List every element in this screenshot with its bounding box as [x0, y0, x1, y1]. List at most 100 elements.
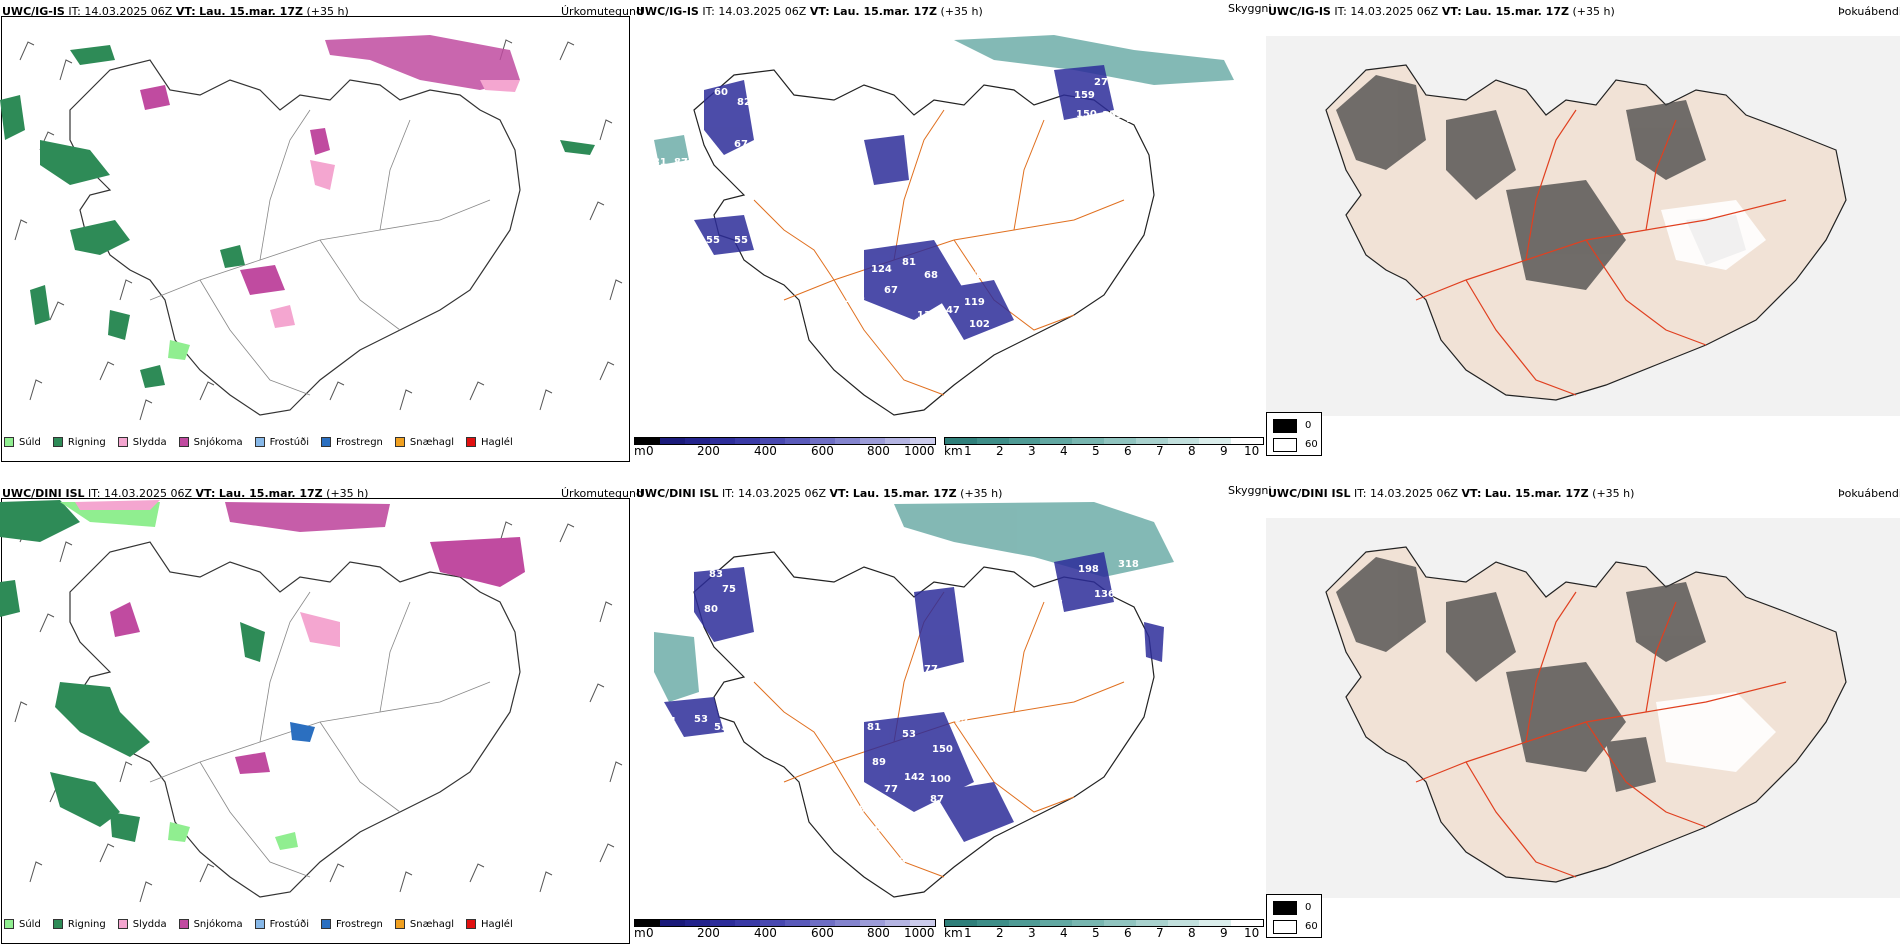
cbar-segment — [835, 438, 860, 444]
cbar-tick: 400 — [754, 444, 777, 458]
vis-label: 67 — [884, 317, 898, 328]
legend-item: Rigning — [52, 919, 106, 930]
visibility-panel: UWC/DINI ISL IT: 14.03.2025 06Z VT: Lau.… — [634, 482, 1271, 952]
legend-item: Slydda — [117, 919, 167, 930]
legend-item: Frostregn — [321, 437, 383, 448]
cbar-tick: 1 — [964, 444, 972, 458]
panel-title: UWC/DINI ISL IT: 14.03.2025 06Z VT: Lau.… — [636, 487, 1002, 500]
vis-label: 131 — [1126, 114, 1147, 125]
vis-label: 77 — [884, 784, 898, 795]
vis-label: 131 — [646, 157, 667, 168]
legend-label: Frostúði — [269, 436, 309, 448]
cbar-tick: 4 — [1060, 926, 1068, 940]
legend-swatch — [117, 919, 128, 929]
cbar-segment — [1135, 920, 1168, 926]
cbar-segment — [660, 438, 685, 444]
vis-label: 67 — [884, 285, 898, 296]
legend-label: Frostregn — [336, 436, 383, 448]
precip-type-panel: UWC/IG-IS IT: 14.03.2025 06Z VT: Lau. 15… — [0, 0, 643, 470]
visibility-map: 60 82 67 131 87 38 32 55 55 82 49 124 81… — [646, 35, 1234, 416]
vis-label: 55 — [734, 235, 748, 246]
vis-label: 159 — [1074, 90, 1095, 101]
legend-label: Haglél — [481, 436, 513, 448]
cbar-tick: 2 — [996, 926, 1004, 940]
cbar-tick: 1000 — [904, 926, 935, 940]
cbar-segment — [1135, 438, 1168, 444]
legend-label: Snæhagl — [409, 918, 455, 930]
legend-item: Frostregn — [321, 919, 383, 930]
vt-label: VT: — [809, 5, 830, 18]
panel-title: UWC/DINI ISL IT: 14.03.2025 06Z VT: Lau.… — [2, 487, 368, 500]
legend-item: Súld — [4, 919, 41, 930]
vis-label: 119 — [964, 297, 985, 308]
legend-item: Snæhagl — [394, 437, 454, 448]
legend-label: Frostregn — [336, 918, 383, 930]
legend-label: Rigning — [67, 436, 106, 448]
legend-label: Súld — [19, 436, 41, 448]
model-name: UWC/IG-IS — [1268, 5, 1331, 18]
cbar-segment — [835, 920, 860, 926]
legend-item: Slydda — [117, 436, 167, 448]
fog-index-legend: 0 60 — [1266, 894, 1322, 938]
panel-title: UWC/IG-IS IT: 14.03.2025 06Z VT: Lau. 15… — [636, 5, 983, 18]
legend-label: Frostúði — [269, 918, 309, 930]
vis-label: 136 — [1094, 589, 1115, 600]
vis-label: 88 — [872, 864, 886, 875]
fog-index-legend: 0 60 — [1266, 412, 1322, 456]
legend-swatch — [466, 919, 477, 929]
map-frame — [1, 16, 630, 462]
legend-swatch — [254, 919, 265, 929]
vis-label: 60 — [714, 87, 728, 98]
vis-label: 132 — [917, 310, 938, 321]
cbar-segment — [945, 920, 977, 926]
lead-time: (+35 h) — [960, 487, 1003, 500]
cbar-tick: 7 — [1156, 444, 1164, 458]
vis-label: 38 — [664, 245, 678, 256]
vt-value: Lau. 15.mar. 17Z — [833, 5, 937, 18]
it-value: 14.03.2025 06Z — [738, 487, 827, 500]
cbar-segment — [810, 438, 835, 444]
cbar-segment — [1040, 920, 1073, 926]
visibility-title: Skyggni — [1228, 2, 1272, 15]
legend-label: Súld — [19, 918, 41, 930]
it-value: 14.03.2025 06Z — [104, 487, 193, 500]
cbar-segment — [760, 438, 785, 444]
vis-label: 183 — [1102, 110, 1123, 121]
vis-label: 142 — [664, 604, 685, 615]
it-value: 14.03.2025 06Z — [1370, 487, 1459, 500]
it-label: IT: — [1334, 5, 1347, 18]
vis-label: 150 — [1076, 109, 1097, 120]
cbar-tick: 600 — [811, 444, 834, 458]
legend-swatch — [52, 919, 63, 929]
legend-swatch — [394, 437, 405, 447]
legend-swatch-dark — [1273, 419, 1297, 433]
vis-label: 143 — [834, 729, 855, 740]
legend-swatch — [4, 919, 14, 929]
vis-label: 119 — [844, 294, 865, 305]
cbar-segment — [1199, 920, 1232, 926]
legend-label: Slydda — [132, 436, 167, 448]
legend-label: 60 — [1305, 921, 1318, 932]
vis-label: 68 — [924, 270, 938, 281]
cbar-segment — [635, 920, 660, 926]
vis-label: 53 — [902, 729, 916, 740]
cbar-tick: 8 — [1188, 444, 1196, 458]
cbar-segment — [860, 920, 885, 926]
fog-index-map — [1266, 518, 1900, 898]
it-value: 14.03.2025 06Z — [84, 5, 173, 18]
cbar-tick: 200 — [697, 444, 720, 458]
vt-value: Lau. 15.mar. 17Z — [218, 487, 323, 500]
roads-red — [1415, 109, 1787, 396]
it-value: 14.03.2025 06Z — [1350, 5, 1439, 18]
clear-area — [1656, 692, 1776, 772]
fog-index-title: Þokuábendi — [1838, 487, 1900, 500]
cbar-tick: 0 — [646, 444, 654, 458]
cbar-segment — [860, 438, 885, 444]
cbar-segment — [885, 920, 910, 926]
cbar-tick: 800 — [867, 926, 890, 940]
vis-label: 89 — [872, 757, 886, 768]
panel-title: UWC/IG-IS IT: 14.03.2025 06Z VT: Lau. 15… — [1268, 5, 1615, 18]
cbar-tick: 6 — [1124, 444, 1132, 458]
legend-label: Haglél — [481, 918, 513, 930]
precip-type-legend: Súld Rigning Slydda Snjókoma Frostúði Fr… — [4, 914, 513, 934]
